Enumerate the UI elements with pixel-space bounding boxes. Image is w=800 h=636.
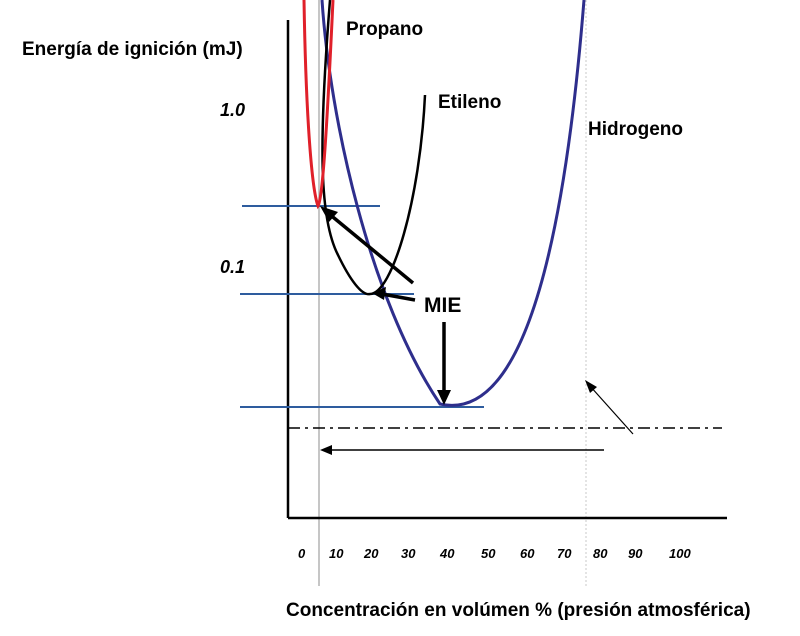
series-hidrogeno-line: [320, 0, 586, 407]
y-tick-label-1: 1.0: [220, 100, 245, 120]
series-propano-line: [302, 0, 335, 210]
x-tick-label: 0: [298, 546, 306, 561]
y-tick-label-0-1: 0.1: [220, 257, 245, 277]
diagonal-arrow: [589, 385, 634, 435]
x-tick-label: 100: [669, 546, 691, 561]
range-arrow-head: [320, 445, 332, 455]
series-label-etileno: Etileno: [438, 92, 501, 113]
series-label-hidrogeno: Hidrogeno: [588, 119, 683, 140]
x-tick-label: 20: [363, 546, 379, 561]
x-tick-label: 10: [329, 546, 344, 561]
x-axis-label: Concentración en volúmen % (presión atmo…: [286, 600, 751, 621]
mie-annotation: MIE: [424, 294, 461, 317]
x-tick-label: 50: [481, 546, 496, 561]
x-tick-label: 60: [520, 546, 535, 561]
mie-arrow-propane: [326, 211, 415, 285]
mie-arrow-ethylene-head: [372, 287, 386, 300]
y-axis-label: Energía de ignición (mJ): [22, 39, 243, 60]
mie-arrow-propane-head: [320, 206, 338, 222]
x-tick-label: 70: [557, 546, 572, 561]
x-tick-label: 40: [439, 546, 455, 561]
x-tick-label: 30: [401, 546, 416, 561]
mie-arrow-ethylene: [381, 292, 416, 302]
series-label-propano: Propano: [346, 19, 423, 40]
diagonal-arrow-head: [585, 380, 597, 393]
series-etileno-line: [321, 0, 427, 296]
mie-arrow-hydrogen-head: [437, 390, 451, 405]
x-tick-label: 80: [593, 546, 608, 561]
x-tick-label: 90: [628, 546, 643, 561]
